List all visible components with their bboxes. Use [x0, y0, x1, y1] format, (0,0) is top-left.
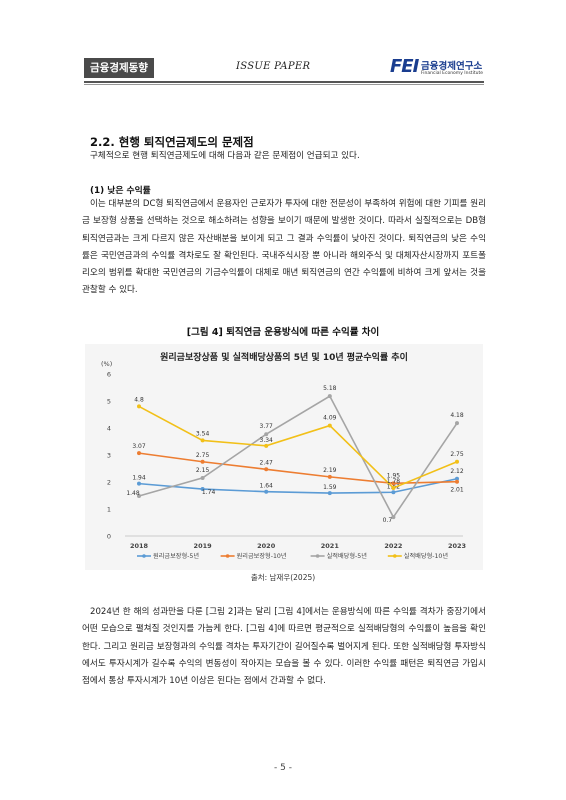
data-label: 2.47 [260, 459, 274, 466]
legend-label: 원리금보장형-5년 [153, 552, 199, 560]
data-point [137, 451, 141, 456]
data-point [391, 490, 396, 495]
data-point [327, 394, 332, 399]
page-header: 금융경제동향 ISSUE PAPER FEI 금융경제연구소 Financial… [84, 56, 484, 80]
legend-label: 원리금보장형-10년 [237, 552, 287, 560]
y-tick-label: 0 [107, 533, 111, 541]
data-label: 4.8 [134, 396, 144, 403]
paragraph-1: 이는 대부분의 DC형 퇴직연금에서 운용자인 근로자가 투자에 대한 전문성이… [82, 199, 487, 296]
data-point [327, 491, 332, 496]
data-point [391, 515, 396, 520]
x-tick-label: 2019 [194, 542, 213, 550]
legend-label: 실적배당형-10년 [404, 552, 449, 560]
data-label: 3.54 [196, 430, 210, 437]
data-label: 1.48 [126, 490, 140, 497]
x-tick-label: 2022 [384, 542, 402, 550]
data-label: 1.78 [387, 478, 401, 485]
data-point [200, 438, 205, 443]
series-line [138, 477, 458, 494]
x-tick-label: 2021 [321, 542, 340, 550]
subsection-title: (1) 낮은 수익률 [90, 186, 151, 196]
data-label: 3.34 [260, 437, 274, 444]
data-label: 1.74 [202, 489, 216, 496]
series-line [138, 452, 458, 485]
data-point [137, 404, 141, 409]
data-label: 2.75 [450, 451, 464, 458]
data-label: 3.07 [132, 443, 146, 450]
legend-marker [225, 554, 230, 558]
data-point [137, 494, 141, 499]
data-label: 2.12 [450, 468, 464, 475]
fei-logo: FEI 금융경제연구소 Financial Economy Institute [390, 56, 490, 78]
issue-paper-label: ISSUE PAPER [236, 61, 311, 72]
logo-org-name: 금융경제연구소 [421, 61, 483, 72]
data-point [264, 489, 269, 494]
data-point [264, 443, 269, 448]
data-label: 5.18 [323, 385, 337, 392]
data-label: 2.19 [323, 467, 337, 474]
data-point [327, 423, 332, 428]
data-point [455, 479, 459, 484]
header-tag: 금융경제동향 [84, 58, 154, 78]
data-label: 3.77 [260, 423, 274, 430]
legend-marker [315, 554, 320, 558]
y-tick-label: 4 [107, 425, 111, 433]
data-point [391, 481, 396, 486]
legend-marker [142, 554, 146, 558]
chart-title: 원리금보장상품 및 실적배당상품의 5년 및 10년 평균수익률 추이 [160, 351, 408, 363]
x-tick-label: 2023 [448, 542, 466, 550]
chart-container: 원리금보장상품 및 실적배당상품의 5년 및 10년 평균수익률 추이 (%) 0 1… [85, 344, 483, 570]
data-label: 4.09 [323, 415, 337, 422]
y-tick-label: 6 [107, 371, 111, 379]
header-divider-thin [84, 84, 484, 85]
data-point [264, 432, 269, 437]
y-tick-label: 1 [107, 506, 111, 514]
logo-org-english: Financial Economy Institute [421, 71, 483, 76]
section-title: 2.2. 현행 퇴직연금제도의 문제점 [90, 135, 254, 149]
data-point [200, 487, 205, 492]
data-point [455, 459, 459, 464]
x-tick-label: 2018 [130, 542, 149, 550]
legend-marker [393, 554, 397, 558]
data-label: 2.15 [196, 467, 210, 474]
data-point [264, 467, 269, 472]
data-point [327, 474, 332, 479]
header-divider [84, 81, 484, 83]
figure-title: [그림 4] 퇴직연금 운용방식에 따른 수익률 차이 [186, 327, 380, 338]
data-point [137, 481, 141, 486]
y-tick-label: 5 [107, 398, 111, 406]
data-point [455, 421, 459, 426]
page-number: - 5 - [274, 763, 292, 773]
series-line [138, 405, 458, 489]
y-tick-label: 2 [107, 479, 111, 487]
paragraph-2: 2024년 한 해의 성과만을 다룬 [그림 2]과는 달리 [그림 4]에서는… [82, 607, 486, 687]
y-axis-label: (%) [101, 360, 112, 368]
data-point [391, 485, 396, 490]
data-point [200, 459, 205, 464]
figure-source: 출처: 남재우(2025) [250, 573, 316, 582]
data-label: 1.59 [323, 484, 337, 491]
series-line [138, 395, 458, 519]
data-point [200, 475, 205, 480]
line-chart: 원리금보장상품 및 실적배당상품의 5년 및 10년 평균수익률 추이 (%) 0 1… [101, 351, 466, 560]
logo-mark: FEI [390, 56, 419, 77]
section-intro: 구체적으로 현행 퇴직연금제도에 대해 다음과 같은 문제점이 언급되고 있다. [90, 151, 360, 161]
data-label: 1.94 [132, 475, 146, 482]
data-label: 4.18 [450, 412, 464, 419]
data-label: 0.7 [383, 517, 393, 524]
x-tick-label: 2020 [257, 542, 276, 550]
data-label: 1.64 [260, 483, 274, 490]
y-tick-label: 3 [107, 452, 111, 460]
legend-label: 실적배당형-5년 [327, 552, 368, 560]
data-point [455, 476, 459, 481]
data-label: 2.01 [450, 487, 464, 494]
data-label: 2.75 [196, 452, 210, 459]
data-label: 1.95 [387, 472, 401, 479]
